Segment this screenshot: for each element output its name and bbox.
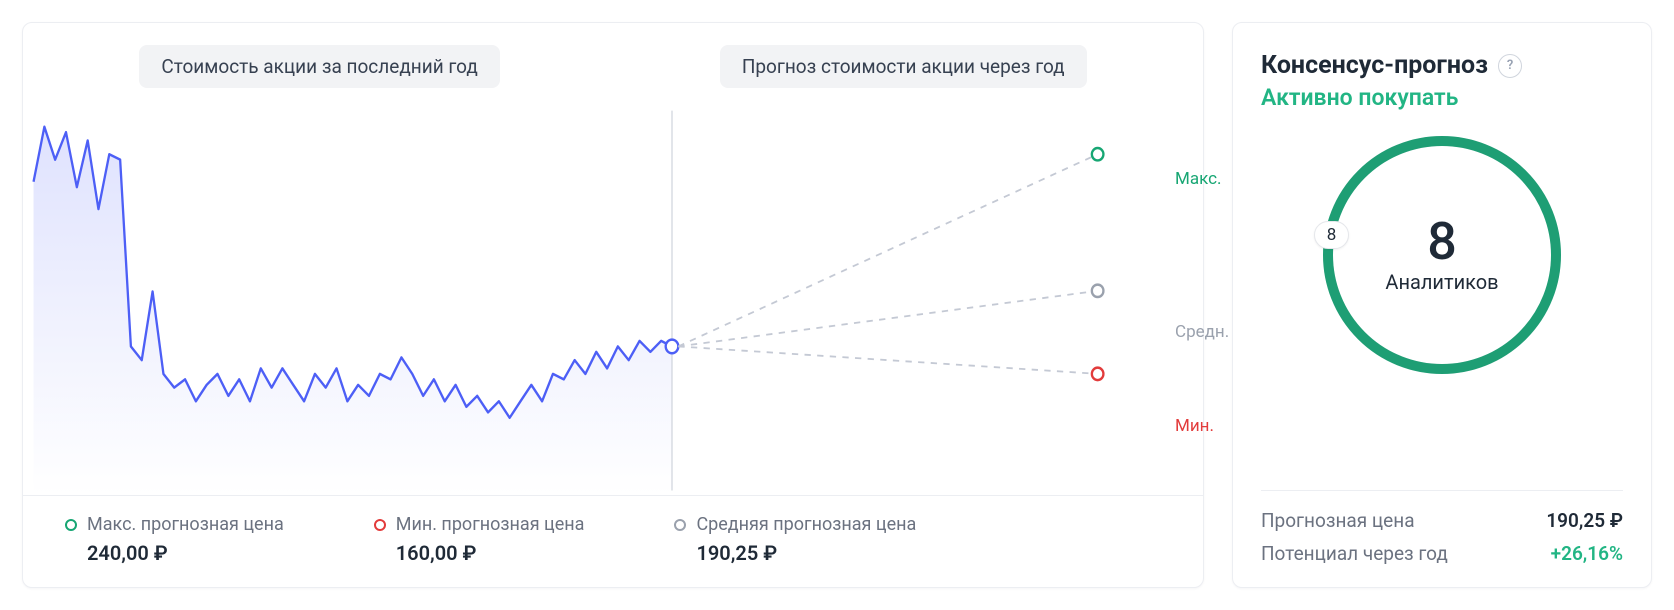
legend-label: Средняя прогнозная цена bbox=[696, 514, 916, 535]
legend-value: 160,00 ₽ bbox=[374, 541, 585, 565]
legend-label: Мин. прогнозная цена bbox=[396, 514, 585, 535]
stat-label: Прогнозная цена bbox=[1261, 509, 1415, 532]
help-icon[interactable]: ? bbox=[1498, 54, 1522, 78]
chart-area: Макс.Средн.Мин. bbox=[23, 88, 1203, 495]
consensus-stat-row: Потенциал через год +26,16% bbox=[1261, 542, 1623, 565]
analysts-label: Аналитиков bbox=[1385, 270, 1498, 294]
consensus-card: Консенсус-прогноз ? Активно покупать 8 А… bbox=[1232, 22, 1652, 588]
legend-item-min: Мин. прогнозная цена 160,00 ₽ bbox=[374, 514, 585, 565]
consensus-title: Консенсус-прогноз bbox=[1261, 51, 1488, 80]
legend-value: 240,00 ₽ bbox=[65, 541, 284, 565]
analysts-count: 8 bbox=[1427, 216, 1457, 268]
analysts-gauge: 8 Аналитиков 8 bbox=[1322, 135, 1562, 375]
forecast-legend: Макс. прогнозная цена 240,00 ₽ Мин. прог… bbox=[23, 495, 1203, 587]
legend-value: 190,25 ₽ bbox=[674, 541, 916, 565]
forecast-label-min: Мин. bbox=[1175, 418, 1214, 435]
stat-label: Потенциал через год bbox=[1261, 542, 1448, 565]
gauge-badge: 8 bbox=[1314, 221, 1350, 249]
consensus-stats: Прогнозная цена 190,25 ₽ Потенциал через … bbox=[1261, 490, 1623, 565]
forecast-title-pill: Прогноз стоимости акции через год bbox=[720, 45, 1087, 88]
price-chart-svg bbox=[23, 88, 1203, 495]
legend-item-avg: Средняя прогнозная цена 190,25 ₽ bbox=[674, 514, 916, 565]
legend-marker-avg bbox=[674, 519, 686, 531]
stat-value: +26,16% bbox=[1551, 542, 1623, 565]
price-forecast-card: Стоимость акции за последний год Прогноз… bbox=[22, 22, 1204, 588]
forecast-label-max: Макс. bbox=[1175, 171, 1222, 188]
consensus-verdict: Активно покупать bbox=[1261, 84, 1623, 111]
legend-label: Макс. прогнозная цена bbox=[87, 514, 284, 535]
chart-header: Стоимость акции за последний год Прогноз… bbox=[23, 23, 1203, 88]
history-title-pill: Стоимость акции за последний год bbox=[139, 45, 499, 88]
legend-marker-min bbox=[374, 519, 386, 531]
legend-item-max: Макс. прогнозная цена 240,00 ₽ bbox=[65, 514, 284, 565]
forecast-label-avg: Средн. bbox=[1175, 324, 1229, 341]
legend-marker-max bbox=[65, 519, 77, 531]
consensus-stat-row: Прогнозная цена 190,25 ₽ bbox=[1261, 509, 1623, 532]
stat-value: 190,25 ₽ bbox=[1546, 509, 1623, 532]
